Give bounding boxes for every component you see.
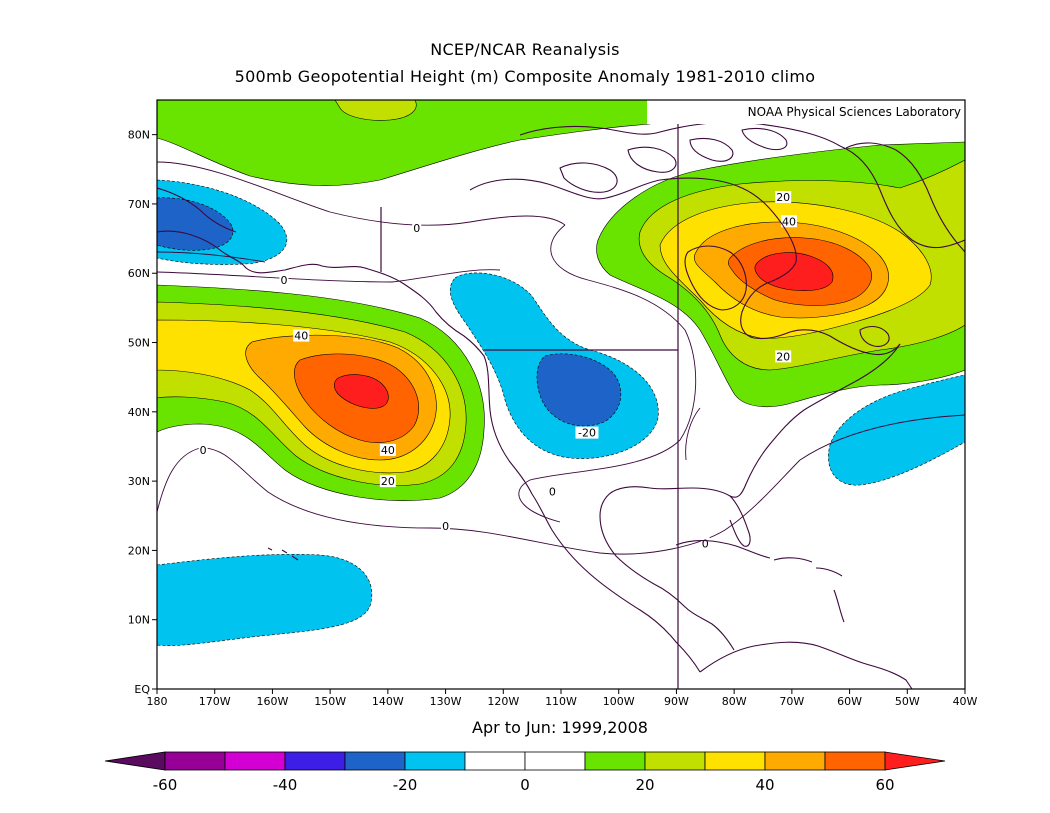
x-tick-label: 100W <box>603 695 635 708</box>
colorbar-box <box>584 751 646 771</box>
contour-label: 40 <box>782 215 796 228</box>
contour-label: 0 <box>280 274 287 287</box>
anomaly-positive-30-region <box>334 100 417 121</box>
y-tick-label: 30N <box>128 475 150 488</box>
contour-label-bg <box>780 215 797 228</box>
x-tick-label: 70W <box>779 695 804 708</box>
contour-label: 0 <box>549 486 556 499</box>
contour-label-bg <box>379 475 396 488</box>
colorbar-label: -20 <box>393 776 418 794</box>
zero-contours <box>157 161 965 555</box>
anomaly-negative-10-region <box>157 554 373 646</box>
x-tick-label: 120W <box>487 695 519 708</box>
anomaly-negative-20-region <box>157 197 234 251</box>
y-tick-label: 60N <box>128 267 150 280</box>
contour-label-bg <box>775 191 792 204</box>
y-tick-label: 80N <box>128 129 150 142</box>
x-tick-label: 90W <box>664 695 689 708</box>
boundary-lines <box>380 124 679 689</box>
contour-label: -20 <box>578 427 596 440</box>
x-tick-label: 180 <box>147 695 168 708</box>
contour-label: 20 <box>776 191 790 204</box>
colorbar-right-arrow <box>884 751 946 771</box>
y-tick-label: 20N <box>128 544 150 557</box>
contour-label-bg <box>547 485 557 498</box>
contour-label-bg <box>700 537 710 550</box>
colorbar-box <box>464 751 526 771</box>
colorbar-box <box>224 751 286 771</box>
colorbar-box <box>404 751 466 771</box>
y-tick-label: EQ <box>134 683 150 696</box>
chart-subtitle: 500mb Geopotential Height (m) Composite … <box>234 67 816 86</box>
contour-label-bg <box>412 222 422 235</box>
contour-label-bg <box>293 329 310 342</box>
contour-label: 40 <box>294 330 308 343</box>
colorbar-box <box>524 751 586 771</box>
anomaly-negative-20-region <box>536 353 622 427</box>
coastlines <box>157 106 965 689</box>
colorbar-label: -40 <box>273 776 298 794</box>
anomaly-negative-10-region <box>828 374 965 486</box>
anomaly-positive-70-region <box>333 374 389 409</box>
colorbar-box <box>284 751 346 771</box>
anomaly-positive-70-region <box>754 252 834 292</box>
x-tick-label: 40W <box>953 695 978 708</box>
colorbar-label: -60 <box>153 776 178 794</box>
contour-label-bg <box>379 443 396 456</box>
y-tick-label: 40N <box>128 406 150 419</box>
contour-label: 0 <box>702 537 709 550</box>
y-axis: EQ 10N 20N 30N 40N 50N 60N 70N 80N <box>128 129 157 696</box>
colorbar-label: 40 <box>755 776 774 794</box>
contour-label: 20 <box>381 475 395 488</box>
contour-label: 0 <box>200 444 207 457</box>
colorbar-label: 60 <box>875 776 894 794</box>
colorbar: -60 -40 -20 0 20 40 60 <box>104 751 946 794</box>
x-tick-label: 80W <box>722 695 747 708</box>
anomaly-field: 0 0 0 0 0 0 40 40 20 -20 20 40 20 <box>157 100 965 646</box>
credit-text: NOAA Physical Sciences Laboratory <box>748 105 961 119</box>
y-tick-label: 50N <box>128 337 150 350</box>
contour-label-bg <box>441 520 451 533</box>
colorbar-label: 0 <box>520 776 530 794</box>
colorbar-left-arrow <box>104 751 166 771</box>
y-tick-label: 10N <box>128 614 150 627</box>
contour-labels: 0 0 0 0 0 0 40 40 20 -20 20 40 20 <box>198 191 797 550</box>
contour-label-bg <box>775 350 792 363</box>
colorbar-box <box>824 751 886 771</box>
x-axis: 180 170W 160W 150W 140W 130W 120W 110W 100W 90W 80… <box>147 689 978 708</box>
colorbar-box <box>764 751 826 771</box>
anomaly-positive-20-region <box>157 100 651 186</box>
x-tick-label: 150W <box>314 695 346 708</box>
colorbar-box <box>644 751 706 771</box>
x-tick-label: 160W <box>256 695 288 708</box>
x-tick-label: 50W <box>895 695 920 708</box>
colorbar-box <box>704 751 766 771</box>
contour-label: 0 <box>413 222 420 235</box>
x-tick-label: 60W <box>837 695 862 708</box>
x-tick-label: 110W <box>545 695 577 708</box>
x-tick-label: 170W <box>199 695 231 708</box>
chart-title: NCEP/NCAR Reanalysis <box>430 40 620 59</box>
x-tick-label: 130W <box>430 695 462 708</box>
contour-label-bg <box>198 443 208 456</box>
credit-box <box>647 100 965 124</box>
colorbar-box <box>344 751 406 771</box>
colorbar-label: 20 <box>635 776 654 794</box>
period-label: Apr to Jun: 1999,2008 <box>472 718 648 737</box>
y-tick-label: 70N <box>128 198 150 211</box>
x-tick-label: 140W <box>372 695 404 708</box>
contour-label: 20 <box>776 350 790 363</box>
contour-label: 0 <box>442 520 449 533</box>
contour-label-bg <box>575 426 599 439</box>
contour-label: 40 <box>381 444 395 457</box>
contour-label-bg <box>279 274 289 287</box>
colorbar-box <box>164 751 226 771</box>
